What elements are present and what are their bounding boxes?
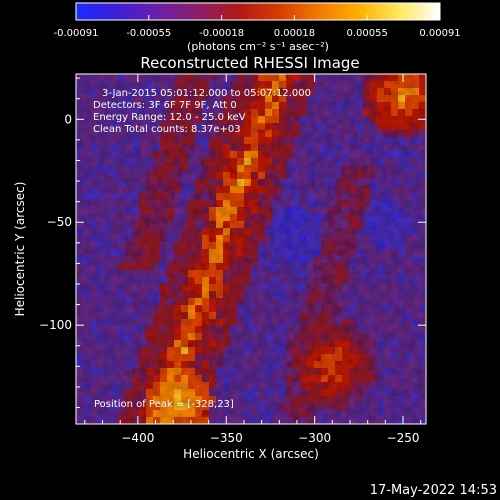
y-axis-label: Heliocentric Y (arcsec) (13, 182, 27, 317)
colorbar-gradient (76, 3, 440, 20)
colorbar-units: (photons cm⁻² s⁻¹ asec⁻²) (187, 40, 329, 53)
heatmap-image (76, 74, 426, 424)
footer-timestamp: 17-May-2022 14:53 (370, 483, 497, 498)
y-axis: 0 −50 −100 (39, 77, 426, 409)
colorbar-tick-label: 0.00055 (347, 28, 388, 39)
annotation-time: 3-Jan-2015 05:01:12.000 to 05:07:12.000 (102, 88, 311, 99)
x-tick-label: −250 (387, 431, 420, 445)
y-tick-label: −50 (47, 215, 72, 229)
colorbar-tick-label: -0.00055 (126, 28, 171, 39)
x-tick-label: −350 (210, 431, 243, 445)
colorbar: -0.00091 -0.00055 -0.00018 0.00018 0.00055 0.… (54, 2, 461, 53)
colorbar-tick-label: 0.00018 (274, 28, 315, 39)
x-axis-label: Heliocentric X (arcsec) (183, 447, 319, 461)
annotation-clean: Clean Total counts: 8.37e+03 (93, 124, 241, 135)
y-tick-label: −100 (39, 318, 72, 332)
x-axis: −400 −350 −300 −250 (84, 74, 422, 445)
colorbar-tick-label: -0.00018 (199, 28, 244, 39)
annotation-detectors: Detectors: 3F 6F 7F 9F, Att 0 (93, 100, 237, 111)
x-tick-label: −400 (121, 431, 154, 445)
y-tick-label: 0 (64, 112, 72, 126)
plot-frame (75, 73, 427, 425)
annotation-peak: Position of Peak = [-328,23] (94, 399, 234, 410)
colorbar-frame (75, 2, 441, 21)
chart-title: Reconstructed RHESSI Image (140, 54, 359, 72)
annotation-energy: Energy Range: 12.0 - 25.0 keV (93, 112, 246, 123)
x-tick-label: −300 (298, 431, 331, 445)
colorbar-tick-label: -0.00091 (54, 28, 99, 39)
colorbar-tick-label: 0.00091 (419, 28, 460, 39)
